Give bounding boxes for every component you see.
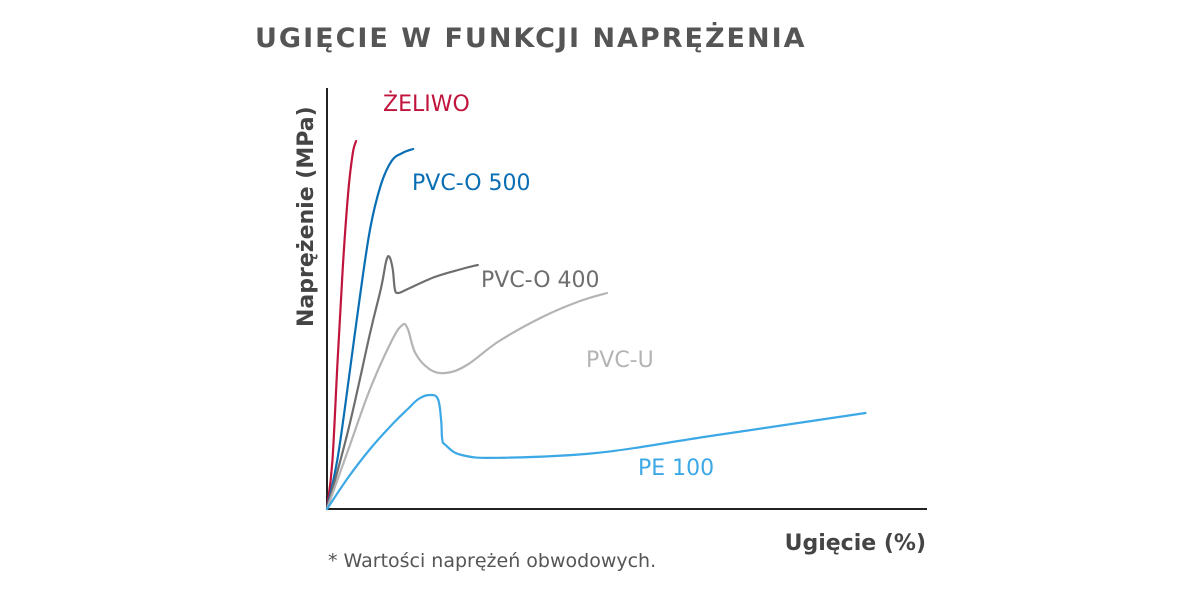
- x-axis-label: Ugięcie (%): [785, 531, 926, 556]
- curve-pe-100: [325, 393, 867, 511]
- series-label-pe-100: PE 100: [638, 456, 714, 481]
- y-axis-label: Naprężenie (MPa): [294, 106, 319, 327]
- curve-pvc-o-500: [325, 147, 415, 511]
- series-label-pvc-o-500: PVC-O 500: [412, 171, 531, 196]
- chart-title: UGIĘCIE W FUNKCJI NAPRĘŻENIA: [255, 22, 807, 54]
- curves: [325, 139, 867, 511]
- curve-pvc-o-400: [325, 255, 479, 511]
- series-label-zeliwo: ŻELIWO: [383, 91, 470, 117]
- footnote: * Wartości naprężeń obwodowych.: [328, 550, 656, 572]
- series-label-pvc-o-400: PVC-O 400: [481, 268, 600, 293]
- series-label-pvc-u: PVC-U: [586, 348, 654, 373]
- curve-pvc-u: [325, 291, 609, 511]
- curve-zeliwo: [325, 139, 358, 511]
